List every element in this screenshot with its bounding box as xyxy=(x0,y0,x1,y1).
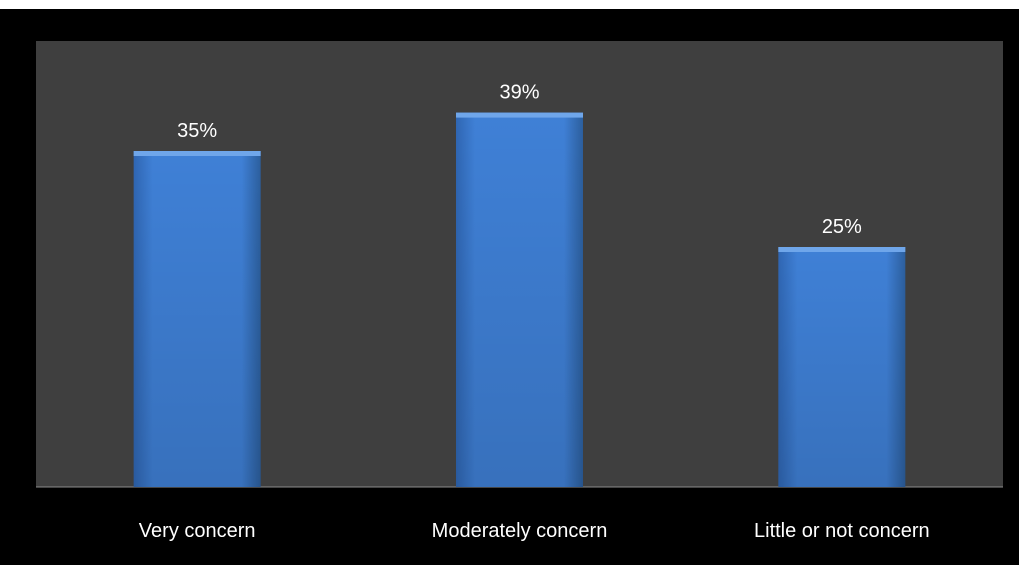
bar-1 xyxy=(456,112,583,487)
bar-2 xyxy=(778,247,906,487)
category-label-0: Very concern xyxy=(139,520,256,542)
bar-shade xyxy=(456,112,583,487)
bar-shade xyxy=(133,151,261,487)
value-label-2: 25% xyxy=(822,216,862,238)
bar-0 xyxy=(133,151,261,487)
bar-top-highlight xyxy=(133,151,261,156)
bar-top-highlight xyxy=(456,112,583,118)
value-label-1: 39% xyxy=(499,82,539,104)
category-label-1: Moderately concern xyxy=(432,520,608,542)
bar-shade xyxy=(778,247,906,487)
category-label-2: Little or not concern xyxy=(754,520,930,542)
value-label-0: 35% xyxy=(177,120,217,142)
bar-top-highlight xyxy=(778,247,906,252)
